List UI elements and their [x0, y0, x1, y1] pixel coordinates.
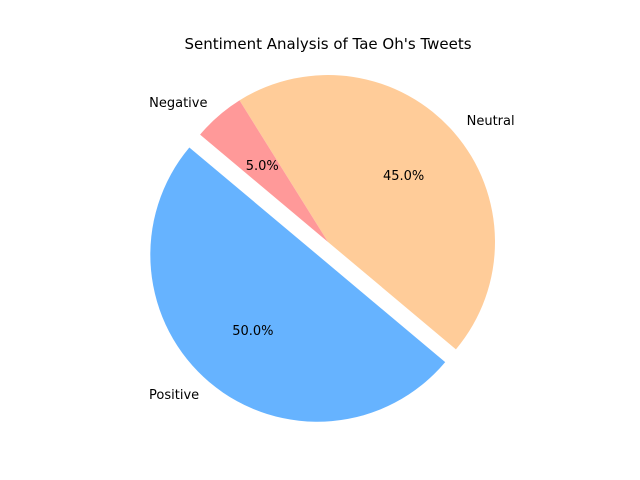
slice-label-positive: Positive: [149, 388, 199, 403]
slice-label-neutral: Neutral: [467, 114, 515, 129]
chart-title: Sentiment Analysis of Tae Oh's Tweets: [184, 35, 471, 53]
percent-label-neutral: 45.0%: [383, 169, 424, 184]
pie-labels: Positive 50.0% Neutral 45.0% Negative 5.0%: [149, 96, 515, 403]
pie-slice-neutral: [239, 75, 495, 350]
percent-label-negative: 5.0%: [246, 159, 279, 174]
slice-label-negative: Negative: [149, 96, 207, 111]
pie-slice-positive: [150, 147, 446, 422]
pie-slices: [150, 75, 495, 422]
pie-slice-negative: [200, 100, 328, 242]
percent-label-positive: 50.0%: [232, 324, 273, 339]
